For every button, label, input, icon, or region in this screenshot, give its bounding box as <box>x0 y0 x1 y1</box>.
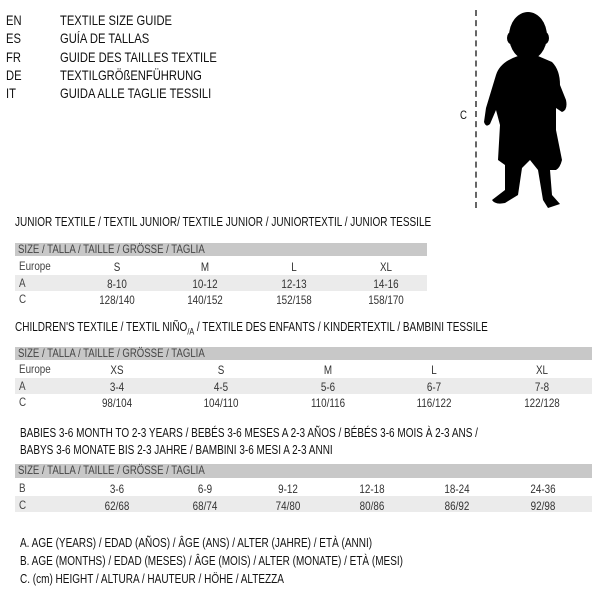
table-cell: 18-24 <box>444 482 470 496</box>
children-table-title: CHILDREN'S TEXTILE / TEXTIL NIÑO/A / TEX… <box>15 320 488 339</box>
table-cell: 62/68 <box>104 499 130 513</box>
table-cell: 98/104 <box>101 396 133 410</box>
table-cell: 9-12 <box>278 482 298 496</box>
lang-code: FR <box>6 49 21 65</box>
table-cell: 110/116 <box>310 396 346 410</box>
legend-line: A. AGE (YEARS) / EDAD (AÑOS) / ÂGE (ANS)… <box>20 536 373 550</box>
table-cell: 152/158 <box>276 293 312 307</box>
babies-table-title: BABYS 3-6 MONATE BIS 2-3 JAHRE / BAMBINI… <box>20 443 333 457</box>
table-cell: 6-9 <box>197 482 213 496</box>
table-cell: 68/74 <box>192 499 218 513</box>
table-cell: 14-16 <box>373 277 399 291</box>
table-cell: 8-10 <box>107 277 127 291</box>
table-cell: 140/152 <box>187 293 223 307</box>
legend-line: B. AGE (MONTHS) / EDAD (MESES) / ÂGE (MO… <box>20 554 403 568</box>
size-header-text: SIZE / TALLA / TAILLE / GRÖSSE / TAGLIA <box>18 242 205 256</box>
lang-code: EN <box>6 12 22 28</box>
table-cell: 12-13 <box>281 277 307 291</box>
babies-size-header: SIZE / TALLA / TAILLE / GRÖSSE / TAGLIA <box>15 464 592 478</box>
row-label: C <box>19 395 27 409</box>
table-cell: 6-7 <box>426 380 442 394</box>
table-cell: 5-6 <box>320 380 336 394</box>
junior-size-header: SIZE / TALLA / TAILLE / GRÖSSE / TAGLIA <box>15 243 427 256</box>
row-label: C <box>19 292 27 306</box>
title-text: / TEXTILE DES ENFANTS / KINDERTEXTIL / B… <box>194 320 488 334</box>
size-header-text: SIZE / TALLA / TAILLE / GRÖSSE / TAGLIA <box>18 463 205 477</box>
lang-title: TEXTILE SIZE GUIDE <box>60 12 173 28</box>
junior-table-title: JUNIOR TEXTILE / TEXTIL JUNIOR/ TEXTILE … <box>15 215 432 229</box>
table-cell: 24-36 <box>530 482 556 496</box>
table-cell: 7-8 <box>534 380 550 394</box>
lang-code: ES <box>6 30 21 46</box>
row-label: C <box>19 498 27 512</box>
table-cell: 86/92 <box>444 499 470 513</box>
lang-title: GUIDE DES TAILLES TEXTILE <box>60 49 217 65</box>
table-cell: L <box>291 260 297 274</box>
babies-table-title: BABIES 3-6 MONTH TO 2-3 YEARS / BEBÉS 3-… <box>20 426 478 440</box>
table-cell: XS <box>110 363 124 377</box>
table-cell: 92/98 <box>530 499 556 513</box>
row-band <box>15 275 427 291</box>
table-cell: 12-18 <box>359 482 385 496</box>
table-cell: 116/122 <box>416 396 452 410</box>
table-cell: 4-5 <box>213 380 229 394</box>
row-label: A <box>19 379 26 393</box>
table-cell: XL <box>379 260 393 274</box>
table-cell: 10-12 <box>192 277 218 291</box>
child-silhouette-icon <box>484 12 567 208</box>
row-label: Europe <box>19 362 51 376</box>
lang-title: TEXTILGRÖßENFÜHRUNG <box>60 67 202 83</box>
table-cell: 74/80 <box>275 499 301 513</box>
legend-line: C. (cm) HEIGHT / ALTURA / HAUTEUR / HÖHE… <box>20 572 284 586</box>
table-cell: 3-6 <box>109 482 125 496</box>
table-cell: M <box>323 363 333 377</box>
table-cell: 128/140 <box>99 293 135 307</box>
table-cell: L <box>431 363 437 377</box>
table-cell: M <box>200 260 210 274</box>
table-cell: 80/86 <box>359 499 385 513</box>
lang-title: GUIDA ALLE TAGLIE TESSILI <box>60 85 212 101</box>
height-label: C <box>460 108 467 122</box>
table-cell: 158/170 <box>368 293 404 307</box>
lang-code: DE <box>6 67 22 83</box>
children-size-header: SIZE / TALLA / TAILLE / GRÖSSE / TAGLIA <box>15 347 592 360</box>
table-cell: 3-4 <box>109 380 125 394</box>
row-label: B <box>19 481 26 495</box>
table-cell: S <box>217 363 225 377</box>
table-cell: 104/110 <box>203 396 239 410</box>
table-cell: S <box>113 260 121 274</box>
lang-title: GUÍA DE TALLAS <box>60 30 150 46</box>
title-text: CHILDREN'S TEXTILE / TEXTIL NIÑO <box>15 320 188 334</box>
size-header-text: SIZE / TALLA / TAILLE / GRÖSSE / TAGLIA <box>18 346 205 360</box>
row-band <box>15 378 592 394</box>
row-label: A <box>19 276 26 290</box>
table-cell: 122/128 <box>524 396 560 410</box>
title-sub: /A <box>187 326 195 337</box>
lang-code: IT <box>6 85 16 101</box>
row-label: Europe <box>19 259 51 273</box>
table-cell: XL <box>535 363 549 377</box>
row-band <box>15 496 592 512</box>
height-measure-line <box>475 10 477 208</box>
